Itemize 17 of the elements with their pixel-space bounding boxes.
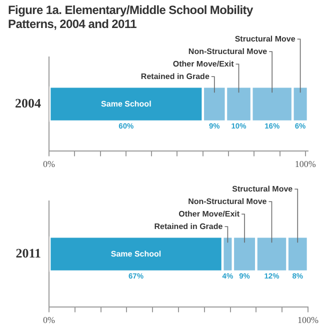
chart-title: Figure 1a. Elementary/Middle School Mobility Patterns, 2004 and 2011 [7, 2, 254, 31]
text: Non-Structural Move [188, 196, 268, 206]
series-label: Same School [101, 99, 152, 108]
series-label: Retained in Grade [154, 222, 224, 231]
text: Other Move/Exit [178, 209, 240, 218]
x-tick-label: 100% [294, 158, 316, 169]
y-tick-label: 2011 [16, 245, 41, 260]
x-tick-label: 0% [43, 158, 56, 169]
x-tick-label: 0% [43, 314, 56, 325]
y-tick-label: 2004 [15, 95, 42, 110]
series-label: Retained in Grade [140, 72, 210, 81]
x-tick-label: 100% [298, 314, 319, 325]
series-label: Same School [110, 249, 162, 258]
text: Non-Structural Move [188, 46, 268, 56]
text: Structural Move [234, 34, 296, 44]
text: Structural Move [232, 184, 294, 194]
text: Other Move/Exit [172, 59, 234, 68]
